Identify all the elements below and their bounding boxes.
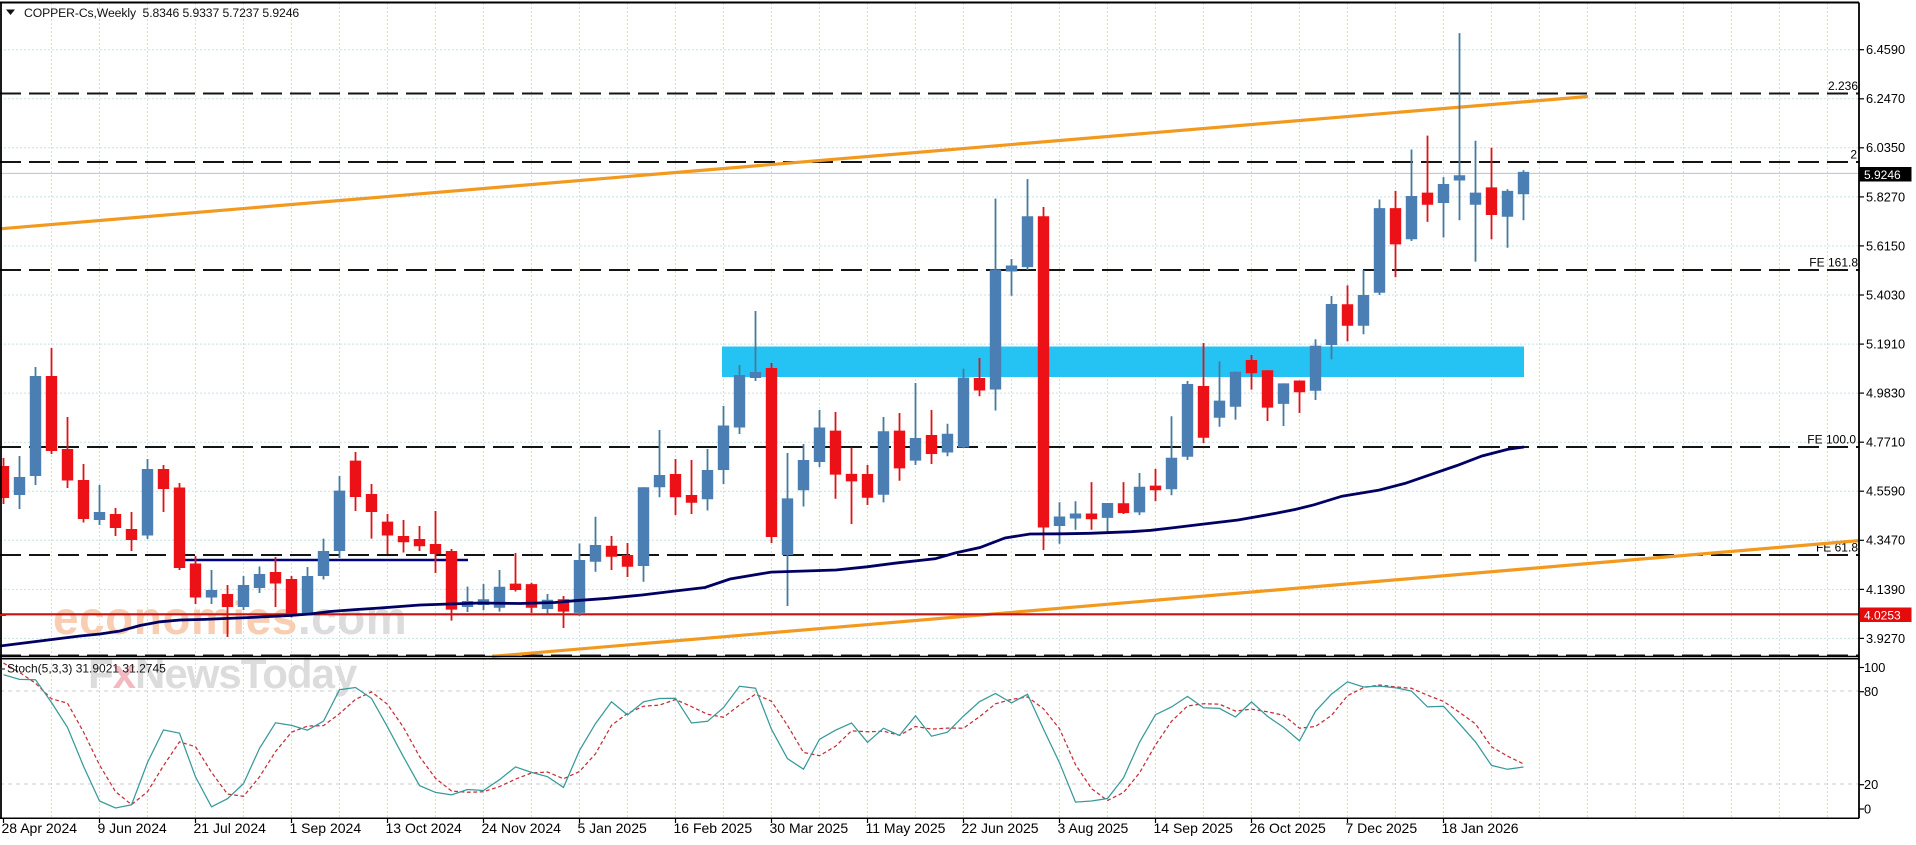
- svg-text:5.9246: 5.9246: [1864, 168, 1901, 182]
- svg-text:21 Jul 2024: 21 Jul 2024: [194, 820, 267, 836]
- svg-text:2: 2: [1850, 148, 1857, 162]
- svg-text:9 Jun 2024: 9 Jun 2024: [98, 820, 167, 836]
- svg-text:24 Nov 2024: 24 Nov 2024: [482, 820, 562, 836]
- svg-text:4.3470: 4.3470: [1866, 533, 1905, 548]
- svg-text:5.4030: 5.4030: [1866, 287, 1905, 302]
- svg-text:5 Jan 2025: 5 Jan 2025: [578, 820, 647, 836]
- svg-text:6.0350: 6.0350: [1866, 140, 1905, 155]
- svg-text:1 Sep 2024: 1 Sep 2024: [290, 820, 362, 836]
- svg-text:20: 20: [1864, 777, 1878, 792]
- svg-text:18 Jan 2026: 18 Jan 2026: [1442, 820, 1519, 836]
- svg-text:4.9830: 4.9830: [1866, 386, 1905, 401]
- svg-text:6.2470: 6.2470: [1866, 91, 1905, 106]
- svg-text:5.6150: 5.6150: [1866, 238, 1905, 253]
- svg-text:30 Mar 2025: 30 Mar 2025: [770, 820, 849, 836]
- svg-text:80: 80: [1864, 684, 1878, 699]
- svg-text:13 Oct 2024: 13 Oct 2024: [386, 820, 462, 836]
- svg-text:Stoch(5,3,3) 31.9021 31.2745: Stoch(5,3,3) 31.9021 31.2745: [7, 662, 166, 676]
- svg-text:28 Apr 2024: 28 Apr 2024: [2, 820, 78, 836]
- svg-text:FxNewsToday: FxNewsToday: [88, 650, 358, 697]
- svg-text:7 Dec 2025: 7 Dec 2025: [1346, 820, 1418, 836]
- svg-text:4.7710: 4.7710: [1866, 435, 1905, 450]
- svg-text:0: 0: [1864, 801, 1871, 816]
- svg-text:4.0253: 4.0253: [1864, 608, 1901, 622]
- svg-text:3.9270: 3.9270: [1866, 631, 1905, 646]
- svg-text:5.1910: 5.1910: [1866, 337, 1905, 352]
- svg-text:COPPER-Cs,Weekly 5.8346 5.933: COPPER-Cs,Weekly 5.8346 5.9337 5.7237 5.…: [24, 6, 299, 20]
- svg-text:5.8270: 5.8270: [1866, 189, 1905, 204]
- svg-text:4.5590: 4.5590: [1866, 484, 1905, 499]
- svg-text:100: 100: [1864, 660, 1885, 675]
- svg-text:FE 100.0: FE 100.0: [1807, 433, 1856, 447]
- svg-text:14 Sep 2025: 14 Sep 2025: [1154, 820, 1234, 836]
- svg-text:FE 161.8: FE 161.8: [1809, 256, 1858, 270]
- svg-text:6.4590: 6.4590: [1866, 42, 1905, 57]
- svg-text:4.1390: 4.1390: [1866, 582, 1905, 597]
- svg-text:16 Feb 2025: 16 Feb 2025: [674, 820, 753, 836]
- svg-text:3 Aug 2025: 3 Aug 2025: [1058, 820, 1129, 836]
- svg-text:26 Oct 2025: 26 Oct 2025: [1250, 820, 1326, 836]
- svg-text:2.236: 2.236: [1828, 79, 1858, 93]
- svg-text:11 May 2025: 11 May 2025: [866, 820, 946, 836]
- svg-text:22 Jun 2025: 22 Jun 2025: [962, 820, 1039, 836]
